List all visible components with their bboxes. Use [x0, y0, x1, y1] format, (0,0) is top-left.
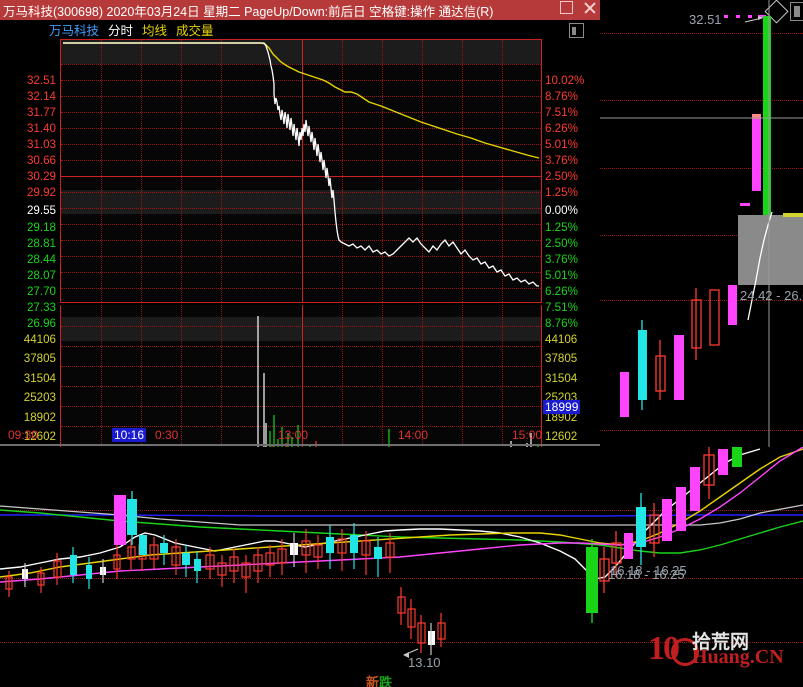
axis-label: 25203 [23, 391, 56, 404]
time-tick: 13:00 [278, 428, 309, 442]
intraday-panel: 32.51 32.14 31.77 31.40 31.03 30.66 30.2… [0, 39, 600, 465]
daily-kline-panel[interactable]: 13.10 16.18 - 16.25 [0, 447, 803, 687]
axis-label: 8.76% [545, 90, 578, 103]
right-panel-top-price: 32.51 [689, 12, 722, 27]
axis-label: 0.00% [545, 204, 578, 217]
axis-label: 5.01% [545, 138, 578, 151]
daily-low-annotation: 13.10 [408, 655, 441, 670]
window-title: 万马科技(300698) 2020年03月24日 星期二 PageUp/Down… [3, 4, 494, 19]
axis-label: 12602 [23, 430, 56, 443]
watermark-logo: 10 拾荒网 Huang.CN [648, 628, 798, 672]
axis-label: 2.50% [545, 237, 578, 250]
axis-label: 18902 [23, 411, 56, 424]
watermark-chinese: 拾荒网 [692, 632, 750, 653]
axis-label: 44106 [545, 333, 578, 346]
axis-label: 3.76% [545, 253, 578, 266]
axis-label: 29.18 [26, 221, 56, 234]
axis-label: 2.50% [545, 170, 578, 183]
time-tick: 09:30 [8, 428, 39, 442]
axis-label: 6.26% [545, 285, 578, 298]
right-kline-panel[interactable]: 32.51 24.42 - 26.6 [600, 0, 803, 447]
axis-label: 31504 [23, 372, 56, 385]
right-kline-candles [600, 0, 803, 447]
time-cursor-readout: 10:16 [112, 428, 147, 442]
panel-divider [0, 444, 803, 446]
axis-label: 31.03 [26, 138, 56, 151]
axis-label: 1.25% [545, 186, 578, 199]
axis-label: 44106 [23, 333, 56, 346]
axis-label: 1.25% [545, 221, 578, 234]
axis-label: 32.51 [26, 74, 56, 87]
daily-range-annotation: 16.18 - 16.25 [610, 563, 687, 578]
volume-cursor-readout: 18999 [543, 400, 581, 414]
panel-toggle-icon[interactable] [569, 23, 584, 38]
bottom-text-left: 新 [366, 675, 380, 687]
axis-label: 7.51% [545, 106, 578, 119]
axis-label: 10.02% [545, 74, 585, 87]
axis-label: 27.70 [26, 285, 56, 298]
window-controls [560, 1, 596, 14]
axis-label: 12602 [545, 430, 578, 443]
toolbar-stock-name[interactable]: 万马科技 [49, 24, 100, 38]
axis-label: 29.55 [26, 204, 56, 217]
watermark-domain: Huang.CN [692, 646, 784, 668]
axis-label: 29.92 [26, 186, 56, 199]
axis-label: 5.01% [545, 269, 578, 282]
axis-label: 6.26% [545, 122, 578, 135]
axis-label: 26.96 [26, 317, 56, 330]
axis-label: 28.07 [26, 269, 56, 282]
intraday-time-axis: 09:30 10:16 0:30 13:00 14:00 15:00 [0, 428, 600, 444]
axis-label: 37805 [23, 352, 56, 365]
time-tick: 14:00 [398, 428, 429, 442]
intraday-price-plot[interactable] [60, 39, 542, 303]
toolbar-view-volume[interactable]: 成交量 [176, 24, 214, 38]
chart-toolbar: 万马科技 分时 均线 成交量 [0, 20, 600, 39]
close-icon[interactable] [583, 1, 596, 14]
axis-label: 30.66 [26, 154, 56, 167]
axis-label: 30.29 [26, 170, 56, 183]
axis-label: 27.33 [26, 301, 56, 314]
intraday-price-lines [63, 42, 540, 287]
axis-label: 18902 [545, 411, 578, 424]
axis-label: 8.76% [545, 317, 578, 330]
axis-label: 3.76% [545, 154, 578, 167]
axis-label: 28.44 [26, 253, 56, 266]
bottom-cut-text: 新跌 [366, 672, 392, 687]
toolbar-view-ma[interactable]: 均线 [142, 24, 168, 38]
gear-icon [671, 638, 699, 666]
axis-label: 31.77 [26, 106, 56, 119]
panel-square-icon[interactable] [790, 2, 803, 21]
axis-label: 31.40 [26, 122, 56, 135]
maximize-icon[interactable] [560, 1, 573, 14]
time-tick: 15:00 [512, 428, 543, 442]
right-panel-range-label: 24.42 - 26.6 [740, 288, 803, 303]
daily-kline-candles [0, 447, 803, 658]
daily-range-label: 16.18 - 16.25 [608, 567, 685, 582]
axis-label: 32.14 [26, 90, 56, 103]
toolbar-view-intraday[interactable]: 分时 [108, 24, 134, 38]
bottom-text-right: 跌 [379, 675, 393, 687]
axis-label: 31504 [545, 372, 578, 385]
axis-label: 28.81 [26, 237, 56, 250]
time-tick: 0:30 [155, 428, 179, 442]
axis-label: 7.51% [545, 301, 578, 314]
window-title-bar: 万马科技(300698) 2020年03月24日 星期二 PageUp/Down… [0, 0, 600, 20]
axis-label: 37805 [545, 352, 578, 365]
